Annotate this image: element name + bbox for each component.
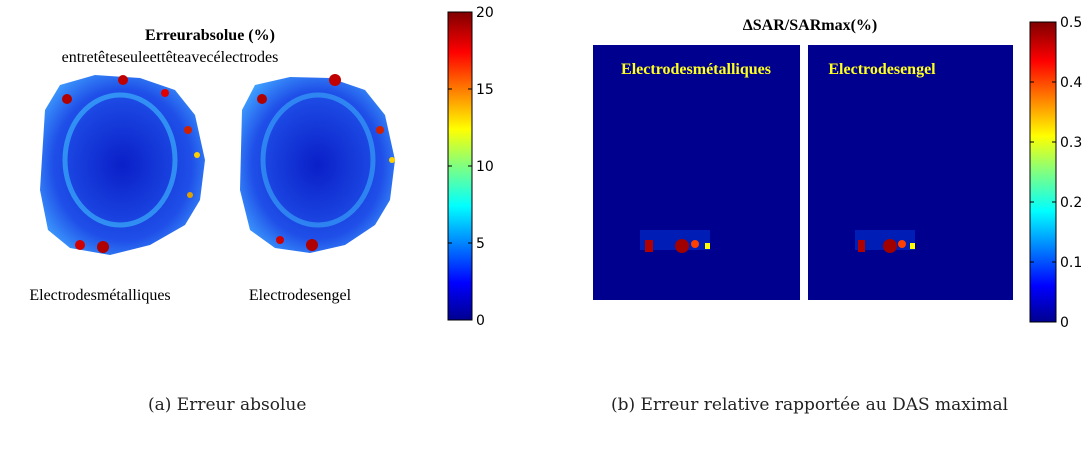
colorbar-tick-label: 15 <box>476 82 494 98</box>
colorbar-tick-label: 0.5 <box>1060 15 1082 31</box>
panel-title: Erreurabsolue (%) <box>145 27 275 44</box>
panel-title: ΔSAR/SARmax(%) <box>743 17 877 34</box>
colorbar-tick-label: 0.3 <box>1060 135 1082 151</box>
caption: (b) Erreur relative rapportée au DAS max… <box>611 395 1009 415</box>
colorbar-tick-label: 0 <box>476 313 485 329</box>
colorbar-tick-label: 0.1 <box>1060 255 1082 271</box>
colorbar <box>1029 21 1057 323</box>
heatmap-image <box>593 45 800 300</box>
caption: (a) Erreur absolue <box>148 395 307 415</box>
colorbar-tick-label: 0.4 <box>1060 75 1082 91</box>
colorbar-tick-label: 20 <box>476 5 494 21</box>
heatmap-image <box>40 75 205 255</box>
image-label: Electrodesengel <box>249 287 352 304</box>
panel-subtitle: entretêteseuleettêteavecélectrodes <box>62 49 279 66</box>
colorbar-tick-label: 0 <box>1060 315 1069 331</box>
image-label: Electrodesmétalliques <box>29 287 170 304</box>
colorbar-tick-label: 0.2 <box>1060 195 1082 211</box>
heatmap-image <box>240 74 395 253</box>
image-label: Electrodesmétalliques <box>621 61 771 78</box>
heatmap-hotspots <box>640 230 915 253</box>
colorbar-tick-label: 10 <box>476 159 494 175</box>
colorbar-tick-label: 5 <box>476 236 485 252</box>
image-label: Electrodesengel <box>828 61 936 78</box>
heatmap-image <box>808 45 1013 300</box>
